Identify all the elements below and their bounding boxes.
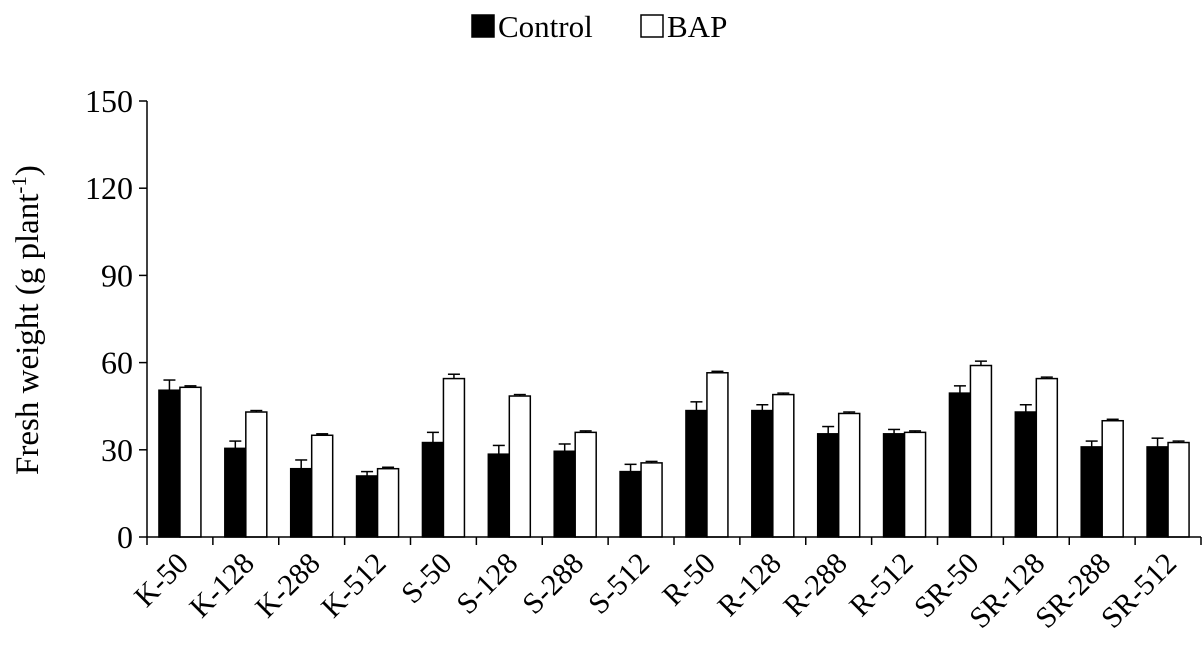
bar-control-k-512 [355,475,379,538]
legend-label-control: Control [498,9,593,44]
bar-bap-s-288 [574,431,597,538]
y-tick-label: 0 [117,519,133,555]
bar-bap-k-288 [310,434,334,538]
x-tick-label: K-512 [315,547,393,625]
y-axis-label: Fresh weight (g plant-1) [7,165,46,475]
y-tick-label: 90 [101,257,133,293]
bar-control-sr-50 [948,392,972,538]
bar-control-s-512 [619,470,642,538]
bar-control-sr-512 [1146,446,1169,538]
bar-control-sr-288 [1080,446,1103,538]
bar-control-r-128 [751,409,774,538]
bar-control-r-288 [816,433,840,538]
bar-bap-k-512 [376,467,400,538]
bar-bap-s-128 [508,395,532,538]
legend: Control BAP [471,9,727,44]
x-tick-label: S-512 [582,547,656,621]
bar-bap-r-288 [837,412,861,538]
bar-bap-r-50 [706,372,729,538]
bar-bap-sr-512 [1167,441,1190,538]
bar-bap-s-512 [640,462,663,538]
bar-bap-k-50 [179,386,202,538]
bar-control-s-50 [421,441,445,538]
legend-swatch-bap [640,14,664,38]
legend-swatch-control [471,14,495,38]
bar-bap-sr-288 [1101,419,1124,538]
x-tick-label: S-50 [395,547,458,610]
y-tick-label: 30 [101,432,133,468]
x-tick-label: K-128 [183,547,261,625]
bar-control-k-128 [224,447,247,538]
x-tick-label: K-288 [249,547,327,625]
bars [158,360,1190,538]
bar-control-k-50 [158,389,181,538]
bar-control-r-50 [685,409,708,538]
x-tick-label: R-50 [656,547,722,613]
bar-bap-s-50 [442,377,466,538]
bar-control-s-288 [553,450,576,538]
x-tick-label: R-128 [711,547,787,623]
y-tick-label: 120 [85,170,133,206]
y-axis: 0 30 60 90 120 150 [85,83,148,555]
y-tick-label: 150 [85,83,133,119]
bar-bap-r-512 [903,431,927,538]
bar-bap-k-128 [245,411,268,538]
bar-control-sr-128 [1014,411,1038,538]
bar-bap-r-128 [772,393,795,538]
bar-bap-sr-50 [969,364,993,538]
x-tick-label: S-128 [450,547,524,621]
x-tick-label: SR-512 [1095,547,1183,635]
x-tick-label: R-512 [843,547,919,623]
y-tick-label: 60 [101,345,133,381]
x-tick-label: S-288 [516,547,590,621]
x-tick-label: R-288 [777,547,853,623]
bar-bap-sr-128 [1035,377,1059,538]
legend-label-bap: BAP [667,9,727,44]
bar-control-r-512 [882,433,906,538]
bar-control-k-288 [289,467,313,538]
bar-control-s-128 [487,453,511,538]
